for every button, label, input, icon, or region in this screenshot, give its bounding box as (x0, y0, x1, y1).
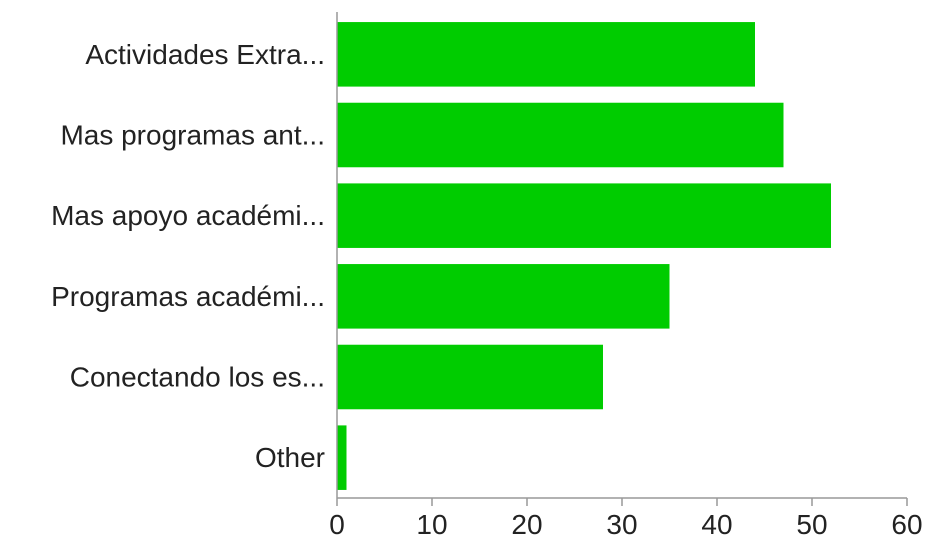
x-axis-ticks: 0 10 20 30 40 50 60 (329, 498, 923, 540)
x-tick-label: 40 (701, 509, 732, 540)
x-tick-label: 0 (329, 509, 345, 540)
x-tick-label: 60 (891, 509, 922, 540)
bar (337, 102, 784, 168)
bars-group (337, 22, 831, 490)
bar (337, 425, 347, 490)
category-labels: Actividades Extra... Mas programas ant...… (51, 39, 325, 473)
category-label: Mas programas ant... (60, 120, 325, 151)
category-label: Mas apoyo académi... (51, 200, 325, 231)
bar (337, 183, 831, 248)
x-tick-label: 10 (416, 509, 447, 540)
bar (337, 264, 670, 329)
bar (337, 22, 755, 87)
category-label: Other (255, 442, 325, 473)
category-label: Conectando los es... (70, 362, 325, 393)
x-tick-label: 20 (511, 509, 542, 540)
x-tick-label: 30 (606, 509, 637, 540)
category-label: Actividades Extra... (85, 39, 325, 70)
bar (337, 344, 603, 410)
category-label: Programas académi... (51, 281, 325, 312)
x-tick-label: 50 (796, 509, 827, 540)
